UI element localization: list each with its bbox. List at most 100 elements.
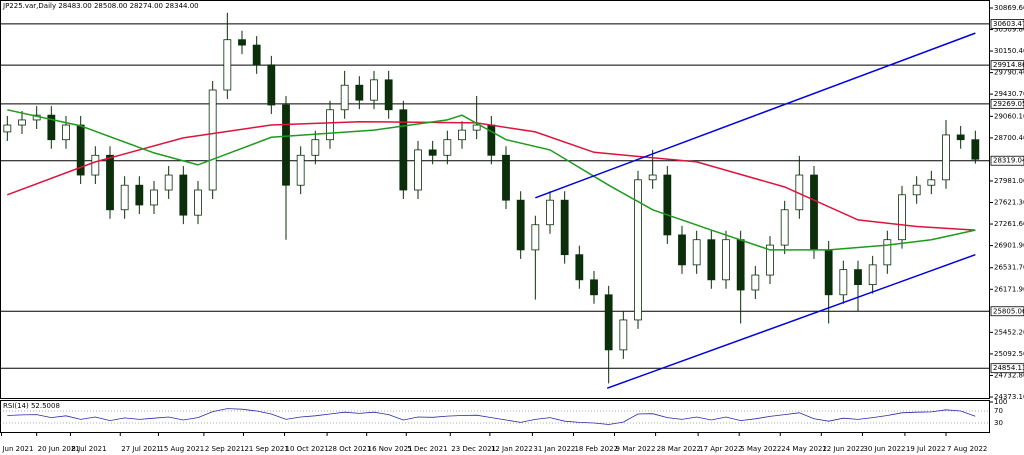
x-tick-label: 16 Nov 2021 bbox=[368, 445, 413, 453]
x-tick-label: 15 Aug 2021 bbox=[159, 445, 204, 453]
x-tick-label: 31 Jan 2022 bbox=[533, 445, 575, 453]
candle-body bbox=[516, 199, 525, 251]
x-tick-label: 10 Oct 2021 bbox=[286, 445, 329, 453]
candle-body bbox=[942, 134, 950, 181]
y-tick-label: 25092.50 bbox=[994, 350, 1024, 358]
x-tick-label: 28 Oct 2021 bbox=[328, 445, 371, 453]
candle-body bbox=[692, 239, 701, 266]
x-tick-label: 5 Dec 2021 bbox=[407, 445, 447, 453]
candle-body bbox=[956, 134, 965, 141]
candle-body bbox=[634, 179, 642, 321]
candle-body bbox=[883, 239, 892, 266]
main-panel bbox=[0, 0, 990, 399]
candle-body bbox=[531, 224, 540, 251]
candle-body bbox=[18, 119, 26, 126]
trendline bbox=[535, 32, 976, 199]
level-label: 29914.86 bbox=[993, 61, 1024, 69]
y-tick-label: 25452.20 bbox=[994, 328, 1024, 336]
candle-body bbox=[810, 174, 818, 251]
x-tick-label: 19 Jul 2022 bbox=[906, 445, 946, 453]
candle-body bbox=[208, 89, 217, 191]
rsi-panel bbox=[0, 400, 990, 433]
x-tick-label: 2 Sep 2021 bbox=[205, 445, 245, 453]
candle-body bbox=[164, 174, 173, 191]
candle-body bbox=[340, 84, 349, 111]
candle-body bbox=[311, 139, 320, 156]
y-tick-label: 26171.90 bbox=[994, 285, 1024, 293]
chart-title: JP225.var,Daily 28483.00 28508.00 28274.… bbox=[2, 2, 199, 10]
candle-body bbox=[854, 269, 862, 286]
level-label-box bbox=[990, 363, 1024, 374]
candle-body bbox=[47, 114, 56, 141]
candle-body bbox=[135, 184, 144, 206]
candle-body bbox=[91, 154, 100, 176]
y-tick-label: 29060.10 bbox=[994, 112, 1024, 120]
candle-body bbox=[194, 189, 202, 216]
candle-body bbox=[898, 194, 906, 241]
candle-body bbox=[252, 44, 261, 66]
x-tick-label: 24 May 2022 bbox=[781, 445, 827, 453]
moving-average bbox=[7, 109, 976, 251]
candle-body bbox=[707, 239, 716, 281]
level-label: 28319.04 bbox=[993, 157, 1024, 165]
y-tick-label: 24732.80 bbox=[994, 371, 1024, 379]
candle-body bbox=[751, 274, 760, 291]
y-tick-label: 26901.90 bbox=[994, 242, 1024, 250]
x-tick-label: 28 Mar 2022 bbox=[657, 445, 701, 453]
candle-body bbox=[296, 154, 305, 186]
candle-body bbox=[971, 139, 980, 160]
candle-body bbox=[663, 174, 672, 236]
x-tick-label: 23 Dec 2021 bbox=[451, 445, 496, 453]
x-tick-label: 17 Apr 2022 bbox=[699, 445, 742, 453]
level-label: 30603.47 bbox=[993, 20, 1024, 28]
candle-body bbox=[927, 179, 936, 186]
y-tick-label: 28700.40 bbox=[994, 134, 1024, 142]
y-tick-label: 29790.40 bbox=[994, 69, 1024, 77]
x-tick-label: 8 Jul 2021 bbox=[71, 445, 106, 453]
level-label: 29269.05 bbox=[993, 100, 1024, 108]
level-label-box bbox=[990, 19, 1024, 29]
candle-body bbox=[150, 189, 158, 206]
x-tick-label: 21 Sep 2021 bbox=[244, 445, 288, 453]
candle-body bbox=[384, 79, 393, 111]
y-tick-label: 29430.70 bbox=[994, 90, 1024, 98]
candle-body bbox=[120, 184, 129, 211]
y-tick-label: 27261.60 bbox=[994, 220, 1024, 228]
candle-body bbox=[736, 239, 745, 291]
moving-average bbox=[7, 120, 976, 231]
candle-body bbox=[560, 199, 569, 256]
trendline bbox=[606, 253, 976, 389]
candle-body bbox=[839, 269, 848, 296]
y-tick-label: 24373.10 bbox=[994, 393, 1024, 401]
candle-body bbox=[428, 149, 437, 156]
x-tick-label: 27 Jul 2021 bbox=[121, 445, 161, 453]
x-tick-label: 5 May 2022 bbox=[740, 445, 781, 453]
y-tick-label: 27621.30 bbox=[994, 199, 1024, 207]
x-tick-label: 12 Jan 2022 bbox=[491, 445, 533, 453]
candle-body bbox=[355, 84, 364, 101]
candle-body bbox=[619, 319, 628, 351]
candle-body bbox=[502, 154, 510, 201]
candle-body bbox=[76, 124, 85, 176]
rsi-title: RSI(14) 52.5008 bbox=[3, 402, 60, 410]
level-label-box bbox=[990, 155, 1024, 166]
candle-body bbox=[238, 39, 246, 46]
candle-body bbox=[267, 64, 276, 106]
x-tick-label: Jun 2021 bbox=[1, 445, 33, 453]
candle-body bbox=[722, 239, 730, 281]
candle-body bbox=[223, 39, 232, 91]
candle-body bbox=[546, 199, 554, 226]
y-tick-label: 30150.40 bbox=[994, 47, 1024, 55]
candle-body bbox=[824, 249, 833, 296]
candle-body bbox=[106, 154, 114, 211]
candle-body bbox=[62, 124, 70, 141]
y-tick-label: 26531.70 bbox=[994, 264, 1024, 272]
rsi-tick-label: 100 bbox=[994, 398, 1007, 406]
candle-body bbox=[912, 184, 921, 196]
level-label-box bbox=[990, 306, 1024, 317]
candle-body bbox=[766, 244, 774, 276]
x-tick-label: 18 Feb 2022 bbox=[574, 445, 618, 453]
y-tick-label: 27981.00 bbox=[994, 177, 1024, 185]
candle-body bbox=[678, 234, 686, 266]
